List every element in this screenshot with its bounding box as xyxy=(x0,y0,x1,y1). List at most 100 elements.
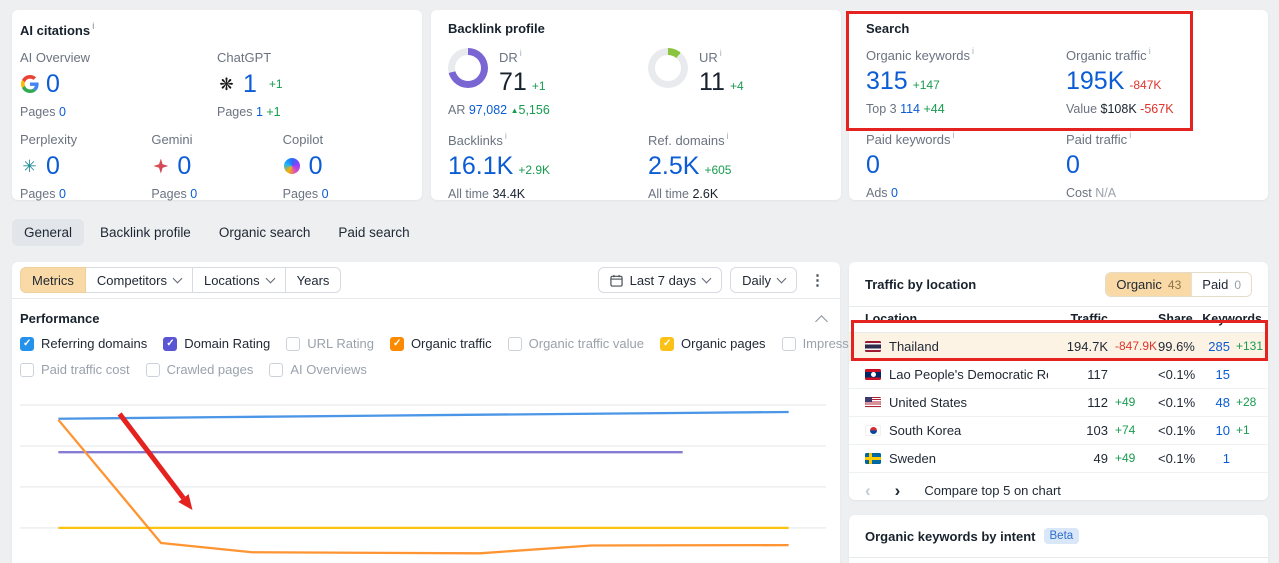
checkbox xyxy=(20,336,34,351)
metrics-button[interactable]: Metrics xyxy=(20,267,86,293)
paid-traffic-metric: Paid traffic i 0 Cost N/A xyxy=(1066,130,1251,200)
info-icon: i xyxy=(92,21,95,31)
metric-label: Backlinks i xyxy=(448,131,507,148)
info-icon: i xyxy=(952,130,955,140)
chatgpt-value[interactable]: 1 xyxy=(243,70,257,98)
checkbox xyxy=(269,362,284,377)
organic-keywords-value[interactable]: 315 xyxy=(866,67,908,95)
table-row-sweden[interactable]: Sweden 49 +49 <0.1% 1 xyxy=(849,445,1268,473)
organic-keywords-metric: Organic keywords i 315 +147 Top 3 114 +44 xyxy=(866,46,1066,116)
chevron-down-icon xyxy=(172,273,183,284)
checkbox xyxy=(507,336,522,351)
keywords-by-intent-title: Organic keywords by intent xyxy=(865,528,1036,544)
compare-top5-link[interactable]: Compare top 5 on chart xyxy=(924,483,1061,498)
metric-label: UR i xyxy=(699,48,722,65)
date-range-button[interactable]: Last 7 days xyxy=(597,267,723,293)
traffic-by-location-card: Traffic by location Organic 43 Paid 0 Loca… xyxy=(849,262,1268,500)
flag-laos-icon xyxy=(865,369,881,380)
table-row-south-korea[interactable]: South Korea 103 +74 <0.1% 10 +1 xyxy=(849,417,1268,445)
kebab-menu-icon[interactable]: ⋮ xyxy=(805,271,830,289)
checkbox-crawled-pages[interactable]: Crawled pages xyxy=(145,362,253,377)
paid-keywords-value[interactable]: 0 xyxy=(866,151,880,179)
next-page-icon[interactable]: › xyxy=(894,481,901,500)
checkbox xyxy=(20,362,34,377)
table-row-laos[interactable]: Lao People's Democratic Rep 117 <0.1% 15 xyxy=(849,361,1268,389)
ref-domains-value[interactable]: 2.5K xyxy=(648,152,700,180)
checkbox-organic-pages[interactable]: Organic pages xyxy=(660,336,766,351)
ur-donut-chart xyxy=(648,48,688,88)
gemini-value[interactable]: 0 xyxy=(177,152,192,180)
beta-badge: Beta xyxy=(1043,528,1080,544)
column-traffic[interactable]: Traffic xyxy=(1070,312,1108,326)
copilot-value[interactable]: 0 xyxy=(308,152,323,180)
metric-checkbox-row-2: Paid traffic cost Crawled pages AI Overv… xyxy=(12,362,840,377)
metric-label: Organic keywords i xyxy=(866,46,975,63)
perplexity-value[interactable]: 0 xyxy=(46,152,60,180)
checkbox-url-rating[interactable]: URL Rating xyxy=(286,336,374,351)
ar-value[interactable]: 97,082 xyxy=(468,103,508,117)
section-tabs: General Backlink profile Organic search … xyxy=(12,219,422,246)
tab-general[interactable]: General xyxy=(12,219,85,246)
flag-sweden-icon xyxy=(865,453,881,464)
table-row-thailand[interactable]: Thailand 194.7K -847.9K 99.6% 285 +131 xyxy=(849,333,1268,361)
ai-citations-row-2: Perplexity ✳ 0 Pages 0 Gemini 0 Pages 0 … xyxy=(20,132,414,201)
checkbox-domain-rating[interactable]: Domain Rating xyxy=(163,336,270,351)
granularity-button[interactable]: Daily xyxy=(730,267,797,293)
domain-rating-metric: DR i 71 +1 xyxy=(448,48,648,96)
gemini-icon xyxy=(151,157,170,176)
paid-traffic-value[interactable]: 0 xyxy=(1066,151,1080,179)
prev-page-icon[interactable]: ‹ xyxy=(865,481,871,500)
checkbox-organic-traffic[interactable]: Organic traffic xyxy=(389,336,492,351)
performance-chart xyxy=(20,404,826,555)
tab-paid-search[interactable]: Paid search xyxy=(338,225,410,240)
organic-traffic-value[interactable]: 195K xyxy=(1066,67,1125,95)
tab-backlink-profile[interactable]: Backlink profile xyxy=(100,225,191,240)
toggle-paid[interactable]: Paid 0 xyxy=(1191,273,1251,296)
info-icon: i xyxy=(1129,130,1132,140)
metric-checkbox-row-1: Referring domains Domain Rating URL Rati… xyxy=(12,336,971,351)
checkbox xyxy=(145,362,160,377)
checkbox-paid-traffic-cost[interactable]: Paid traffic cost xyxy=(20,362,130,377)
metric-label: Gemini xyxy=(151,132,193,147)
toggle-organic[interactable]: Organic 43 xyxy=(1106,273,1192,296)
chatgpt-icon: ❋ xyxy=(219,74,234,94)
table-row-united-states[interactable]: United States 112 +49 <0.1% 48 +28 xyxy=(849,389,1268,417)
metric-label: Paid keywords i xyxy=(866,130,955,147)
checkbox xyxy=(660,336,674,351)
locations-button[interactable]: Locations xyxy=(191,267,286,293)
ahrefs-rank-line: AR 97,082 ▲5,156 xyxy=(448,103,550,117)
ur-value: 11 xyxy=(699,68,725,96)
competitors-button[interactable]: Competitors xyxy=(84,267,193,293)
metric-label: Copilot xyxy=(282,132,324,147)
copilot-icon xyxy=(283,157,302,176)
ai-citations-card: AI citations i AI Overview 0 Pages 0 Chat… xyxy=(12,10,422,201)
checkbox-organic-traffic-value[interactable]: Organic traffic value xyxy=(507,336,644,351)
pages-line: Pages 0 xyxy=(282,187,329,201)
url-rating-metric: UR i 11 +4 xyxy=(648,48,824,96)
filter-segmented-group: Metrics Competitors Locations Years xyxy=(20,267,342,293)
chevron-down-icon xyxy=(776,273,787,284)
backlink-profile-title: Backlink profile xyxy=(448,21,545,36)
checkbox-referring-domains[interactable]: Referring domains xyxy=(20,336,147,351)
up-triangle-icon: ▲ xyxy=(510,106,519,115)
checkbox-ai-overviews[interactable]: AI Overviews xyxy=(269,362,367,377)
tab-organic-search[interactable]: Organic search xyxy=(218,225,311,240)
metric-label: Paid traffic i xyxy=(1066,130,1132,147)
divider xyxy=(849,557,1268,558)
backlink-profile-card: Backlink profile DR i 71 +1 AR 97,082 ▲5,1… xyxy=(431,10,841,201)
backlinks-value[interactable]: 16.1K xyxy=(448,152,514,180)
collapse-chevron-icon[interactable] xyxy=(815,314,828,328)
column-keywords[interactable]: Keywords xyxy=(1202,312,1262,326)
flag-united-states-icon xyxy=(865,397,881,408)
column-share[interactable]: Share xyxy=(1158,312,1193,326)
checkbox xyxy=(163,336,178,351)
search-card: Search Organic keywords i 315 +147 Top 3 1… xyxy=(849,10,1268,200)
backlinks-metric: Backlinks i 16.1K +2.9K All time 34.4K xyxy=(448,131,648,201)
years-button[interactable]: Years xyxy=(284,267,342,293)
traffic-by-location-title: Traffic by location xyxy=(865,277,977,292)
column-location[interactable]: Location xyxy=(865,312,918,326)
ai-overview-value[interactable]: 0 xyxy=(46,70,60,98)
info-icon: i xyxy=(726,131,729,141)
perplexity-metric: Perplexity ✳ 0 Pages 0 xyxy=(20,132,151,201)
